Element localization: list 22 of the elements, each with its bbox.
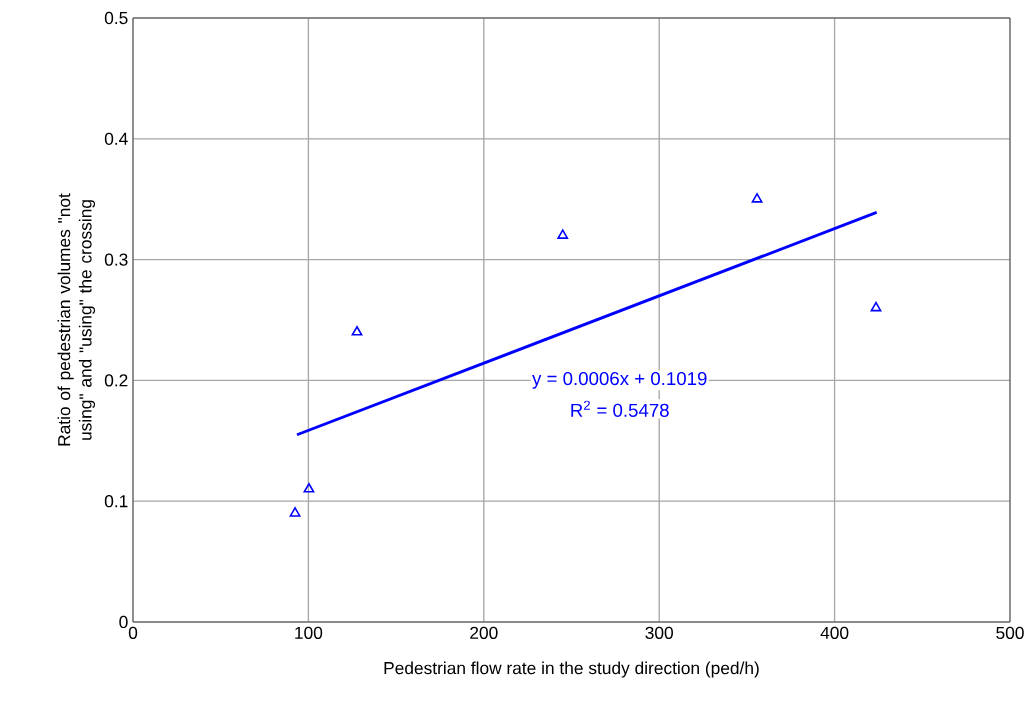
- x-tick-label: 0: [128, 626, 138, 639]
- x-tick-label: 300: [645, 626, 673, 639]
- point: [303, 482, 315, 493]
- point: [351, 325, 363, 336]
- x-tick-label: 500: [996, 626, 1024, 639]
- x-tick-label: 400: [820, 626, 849, 639]
- x-axis-title: Pedestrian flow rate in the study direction (ped/h): [384, 661, 759, 678]
- point: [289, 507, 301, 517]
- y-tick-label: 0.5: [104, 11, 128, 25]
- y-tick-label: 0.1: [104, 495, 128, 508]
- point: [751, 193, 763, 203]
- y-tick-label: 0.2: [104, 374, 128, 387]
- y-tick-label: 0: [119, 615, 128, 629]
- point: [557, 229, 569, 239]
- x-tick-label: 100: [295, 626, 323, 639]
- y-tick-label: 0.3: [104, 253, 128, 266]
- x-tick-label: 200: [470, 626, 498, 639]
- point: [870, 301, 882, 312]
- annotation: R$^{2}$ = 0.5478: [571, 400, 669, 417]
- annotation: y = 0.0006x + 0.1019: [532, 371, 707, 389]
- y-axis-title: Ratio of pedestrian volumes "not using" and "using" the crossing: [57, 193, 96, 446]
- y-tick-label: 0.4: [104, 132, 128, 145]
